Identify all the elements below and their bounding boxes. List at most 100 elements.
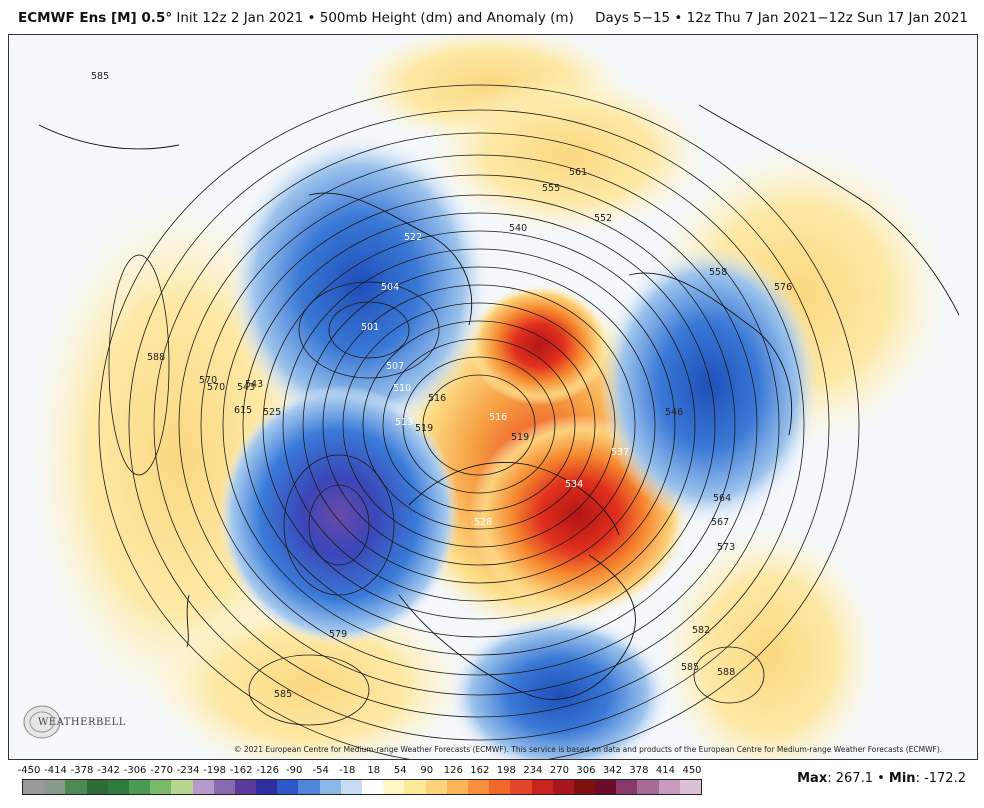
contour-label: 507 [386,361,404,372]
title-bar: ECMWF Ens [M] 0.5° Init 12z 2 Jan 2021 •… [0,0,984,34]
colorbar-swatch [340,780,362,794]
legend-tick-label: -126 [256,765,280,776]
colorbar-swatch [213,780,235,794]
forecast-map: 585 522 504 501 507 510 513 519 516 540 … [8,34,978,760]
valid-period: Days 5−15 • 12z Thu 7 Jan 2021−12z Sun 1… [595,10,968,26]
colorbar-swatch [616,780,638,794]
colorbar-swatch [404,780,426,794]
colorbar-swatch [150,780,172,794]
colorbar-swatch [298,780,320,794]
contour-label: 585 [91,71,109,82]
legend-tick-label: -54 [312,765,329,776]
legend-tick-label: -414 [44,765,67,776]
field-name: 500mb Height (dm) and Anomaly (m) [319,10,574,26]
legend-tick-label: -198 [203,765,226,776]
colorbar-swatch [234,780,257,794]
legend-tick-label: -306 [123,765,147,776]
contour-label: 567 [711,517,729,528]
colorbar-swatch [425,780,447,794]
contour-label: 570 [199,375,217,386]
legend-tick-label: 342 [602,765,622,776]
legend-tick-label: 450 [682,765,702,776]
contour-label: 576 [774,282,792,293]
legend-colorbar [22,779,702,795]
legend-tick-label: 378 [629,765,649,776]
contour-label: 555 [542,183,560,194]
contour-label: 558 [709,267,727,278]
legend-tick-label: 90 [420,765,434,776]
contour-label: 588 [717,667,735,678]
contour-label: 588 [147,352,165,363]
legend-tick-label: -378 [70,765,94,776]
legend-tick-label: -270 [150,765,173,776]
legend-tick-label: -18 [339,765,356,776]
contour-label: 504 [381,282,399,293]
colorbar-swatch [446,780,468,794]
legend-tick-label: -234 [176,765,200,776]
contour-label: 513 [395,417,413,428]
contour-label: 573 [717,542,735,553]
legend-tick-label: 306 [576,765,596,776]
colorbar-swatch [44,780,66,794]
coastlines [38,104,960,700]
legend-tick-label: 270 [549,765,569,776]
max-min-stats: Max: 267.1 • Min: -172.2 [797,771,966,786]
legend-tick-label: 18 [367,765,381,776]
contour-label: 528 [474,517,492,528]
contour-label: 501 [361,322,379,333]
contour-label: 510 [393,383,411,394]
height-contours [98,84,860,759]
colorbar-swatch [171,780,193,794]
colorbar-swatch [192,780,214,794]
contour-label: 516 [489,412,507,423]
contour-label: 585 [274,689,292,700]
legend-tick-label: 162 [470,765,490,776]
legend-tick-label: -90 [286,765,303,776]
copyright-notice: © 2021 European Centre for Medium-range … [234,745,943,754]
colorbar-swatch [595,780,617,794]
contour-label: 582 [692,625,710,636]
colorbar-swatch [573,780,596,794]
map-title: ECMWF Ens [M] 0.5° Init 12z 2 Jan 2021 •… [18,10,574,26]
colorbar-swatch [531,780,553,794]
contour-label: 534 [565,479,583,490]
model-name: ECMWF Ens [M] 0.5° [18,10,173,26]
legend-tick-label: 234 [523,765,543,776]
colorbar-swatch [658,780,680,794]
colorbar-swatch [65,780,87,794]
colorbar-swatch [489,780,511,794]
contour-label: 546 [665,407,683,418]
colorbar-swatch [679,780,701,794]
legend-tick-label: 414 [655,765,676,776]
colorbar-swatch [107,780,129,794]
min-value: -172.2 [924,771,966,786]
colorbar-swatch [637,780,659,794]
logo-text: WEATHERBELL [38,717,126,728]
contour-label: 543 [237,382,255,393]
contour-label: 585 [681,662,699,673]
negative-anomaly-blue [219,135,819,759]
contour-label: 537 [611,447,629,458]
legend-tick-label: -450 [17,765,41,776]
contour-label: 522 [404,232,422,243]
map-canvas: 585 522 504 501 507 510 513 519 516 540 … [9,35,977,759]
colorbar-swatch [128,780,151,794]
colorbar-swatch [383,780,405,794]
contour-label: 579 [329,629,347,640]
min-label: Min [888,771,916,786]
legend-tick-label: 54 [393,765,407,776]
contour-label: 519 [511,432,529,443]
contour-label: 561 [569,167,587,178]
contour-label: 615 [234,405,252,416]
contour-label: 519 [415,423,433,434]
contour-label: 564 [713,493,731,504]
weatherbell-logo [23,705,61,739]
max-label: Max [797,771,828,786]
contour-label: 516 [428,393,446,404]
legend-tick-label: 198 [496,765,516,776]
contour-label: 543 [245,379,263,390]
colorbar-swatch [362,780,384,794]
colorbar-swatch [467,780,490,794]
colorbar-swatch [86,780,108,794]
init-time: Init 12z 2 Jan 2021 [176,10,304,26]
